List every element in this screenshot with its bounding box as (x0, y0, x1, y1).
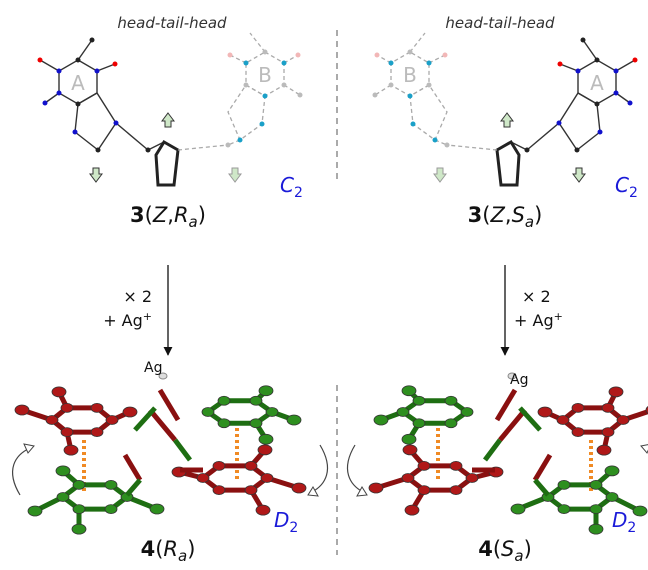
crystal-structure (347, 373, 648, 534)
reagent: × 2 (123, 287, 152, 306)
metal-label: Ag (510, 372, 528, 388)
letter: D (612, 508, 627, 532)
text: ( (493, 537, 501, 561)
subscript: a (189, 213, 198, 231)
compound-label: 3(Z,Ra) (130, 203, 206, 231)
letter: D (274, 508, 289, 532)
symmetry-label: D2 (612, 508, 636, 536)
reagent: + Ag+ (103, 310, 152, 330)
superscript: + (143, 310, 152, 323)
caption: head-tail-head (445, 14, 555, 32)
number: 3 (130, 203, 145, 227)
text: , (505, 203, 512, 227)
text: + Ag (514, 311, 554, 330)
number: 4 (478, 537, 493, 561)
text: Z (152, 203, 168, 227)
metal-label: Ag (144, 360, 162, 376)
compound-label: 3(Z,Sa) (468, 203, 543, 231)
subscript: a (514, 547, 523, 565)
reagent: × 2 (522, 287, 551, 306)
ring-label: B (258, 63, 272, 87)
subscript: 2 (627, 520, 636, 536)
ring-label: A (71, 71, 85, 95)
ring-label: A (590, 71, 604, 95)
compound-label: 4(Sa) (478, 537, 532, 565)
molecule (38, 33, 303, 185)
letter: C (615, 173, 629, 197)
superscript: + (554, 310, 563, 323)
symmetry-label: C2 (280, 173, 303, 201)
text: + Ag (103, 311, 143, 330)
symmetry-label: D2 (274, 508, 298, 536)
text: Z (490, 203, 506, 227)
text: ( (155, 537, 163, 561)
text: , (167, 203, 174, 227)
text: R (174, 203, 189, 227)
subscript: a (525, 213, 534, 231)
text: S (501, 537, 514, 561)
text: ( (482, 203, 490, 227)
number: 4 (141, 537, 156, 561)
text: S (512, 203, 525, 227)
subscript: 2 (294, 185, 303, 201)
molecule (373, 33, 638, 185)
text: ) (534, 203, 542, 227)
compound-label: 4(Ra) (141, 537, 196, 565)
text: ) (187, 537, 195, 561)
number: 3 (468, 203, 483, 227)
caption: head-tail-head (117, 14, 227, 32)
text: ( (145, 203, 153, 227)
ring-label: B (403, 63, 417, 87)
subscript: 2 (289, 520, 298, 536)
symmetry-label: C2 (615, 173, 638, 201)
subscript: 2 (629, 185, 638, 201)
reagent: + Ag+ (514, 310, 563, 330)
text: ) (198, 203, 206, 227)
text: ) (524, 537, 532, 561)
letter: C (280, 173, 294, 197)
figure: head-tail-head head-tail-head A B A B C2… (0, 0, 648, 570)
text: R (163, 537, 178, 561)
subscript: a (178, 547, 187, 565)
